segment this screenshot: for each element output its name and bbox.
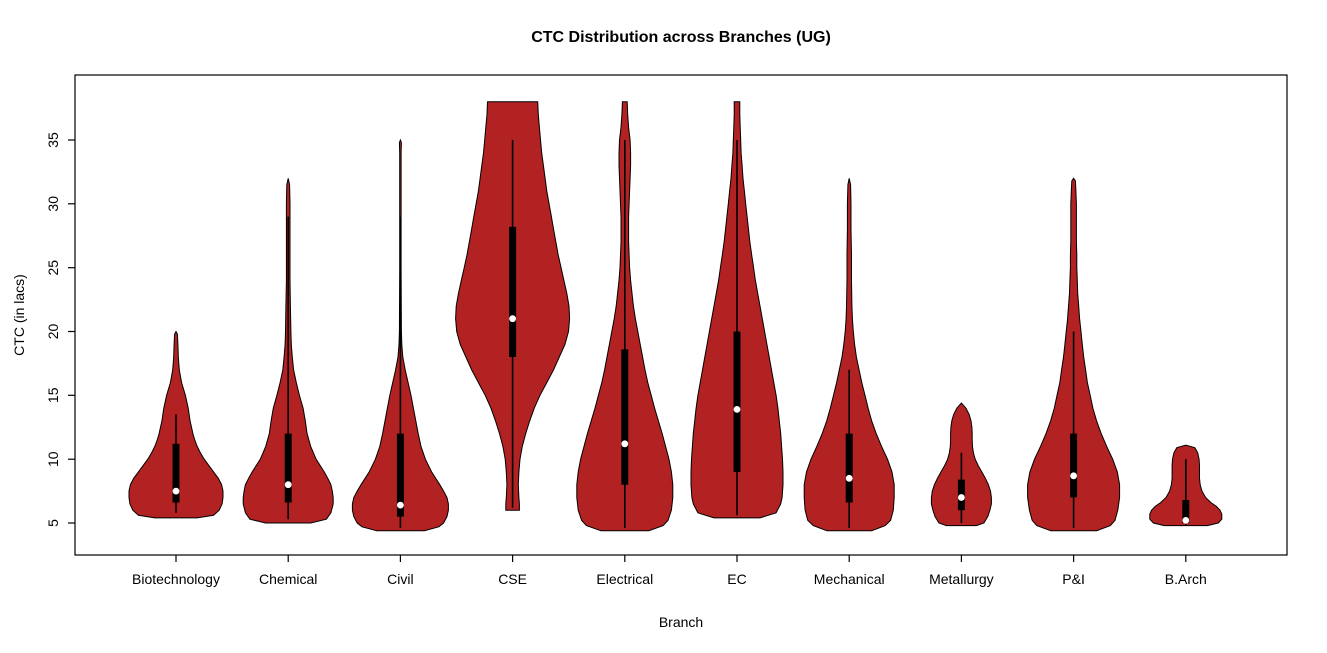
x-axis-title: Branch bbox=[659, 614, 703, 630]
y-tick-label: 30 bbox=[45, 196, 61, 212]
box-iqr bbox=[1070, 433, 1078, 498]
y-tick-label: 35 bbox=[45, 132, 61, 148]
x-tick-label: Civil bbox=[387, 571, 413, 587]
median-dot bbox=[284, 481, 292, 489]
median-dot bbox=[509, 315, 516, 323]
y-tick-label: 20 bbox=[45, 324, 61, 340]
box-iqr bbox=[172, 443, 180, 503]
median-dot bbox=[1070, 472, 1077, 480]
box-iqr bbox=[396, 433, 404, 517]
violins-group bbox=[128, 101, 1223, 532]
x-tick-label: Mechanical bbox=[814, 571, 885, 587]
median-dot bbox=[958, 494, 965, 501]
box-iqr bbox=[733, 331, 741, 472]
violin-shape bbox=[803, 178, 895, 532]
x-tick-label: CSE bbox=[498, 571, 527, 587]
median-dot bbox=[172, 487, 180, 495]
x-tick-label: Biotechnology bbox=[132, 571, 220, 587]
chart-title: CTC Distribution across Branches (UG) bbox=[531, 29, 831, 46]
y-tick-label: 10 bbox=[45, 451, 61, 467]
x-tick-label: Electrical bbox=[596, 571, 653, 587]
x-tick-label: Chemical bbox=[259, 571, 317, 587]
median-dot bbox=[1182, 517, 1190, 524]
x-tick-label: Metallurgy bbox=[929, 571, 994, 587]
box-iqr bbox=[509, 226, 517, 357]
median-dot bbox=[397, 501, 404, 509]
y-tick-label: 5 bbox=[45, 519, 61, 527]
y-axis-title: CTC (in lacs) bbox=[11, 274, 27, 356]
box-iqr bbox=[1182, 500, 1190, 523]
y-tick-label: 15 bbox=[45, 387, 61, 403]
box-iqr bbox=[621, 349, 629, 485]
x-tick-label: EC bbox=[727, 571, 746, 587]
plot-border bbox=[74, 74, 1288, 556]
median-dot bbox=[733, 406, 741, 413]
x-tick-label: P&I bbox=[1062, 571, 1085, 587]
axes-group: Biotechnology Chemical Civil CSE Electrical E… bbox=[45, 132, 1207, 587]
box-iqr bbox=[845, 433, 853, 503]
x-tick-label: B.Arch bbox=[1165, 571, 1207, 587]
box-iqr bbox=[284, 433, 292, 503]
y-tick-label: 25 bbox=[45, 260, 61, 276]
median-dot bbox=[621, 440, 629, 448]
median-dot bbox=[845, 474, 853, 482]
